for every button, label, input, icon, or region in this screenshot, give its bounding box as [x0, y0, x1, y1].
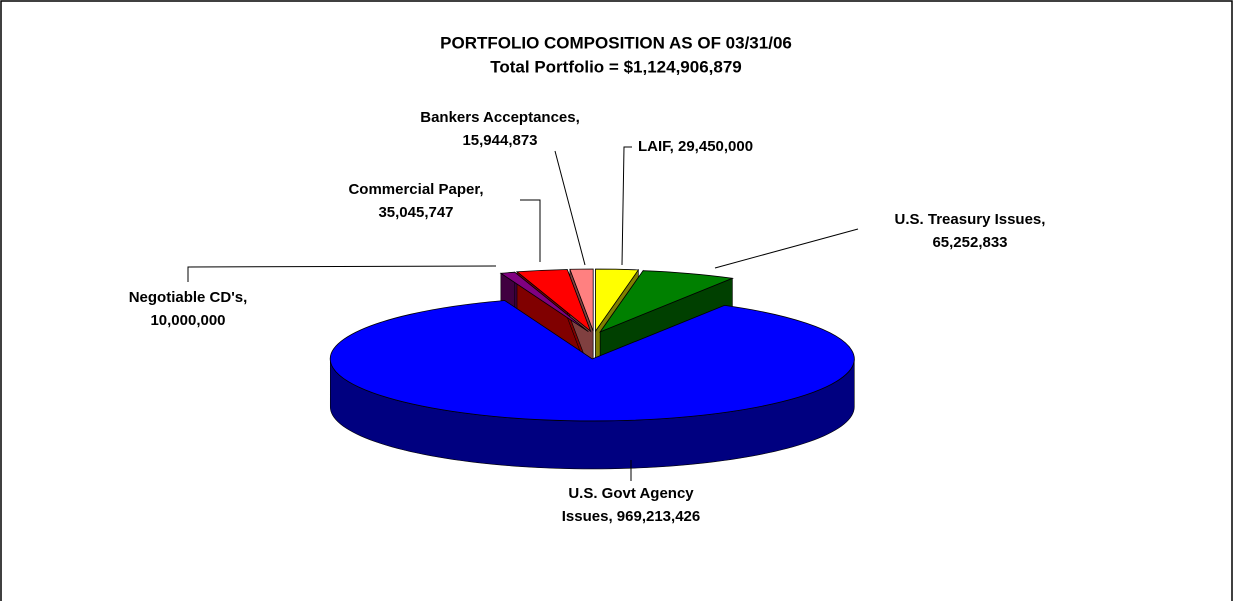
leader-line — [621, 146, 632, 266]
data-label: 15,944,873 — [462, 132, 537, 149]
data-label: LAIF, 29,450,000 — [638, 138, 753, 155]
leader-line — [554, 150, 586, 266]
pie-tops — [329, 268, 855, 422]
slice — [515, 269, 592, 333]
data-label: 35,045,747 — [378, 204, 453, 221]
data-label: Commercial Paper, — [348, 181, 483, 198]
data-label: 10,000,000 — [150, 312, 225, 329]
leader-line — [520, 199, 541, 262]
leader-line — [187, 265, 497, 282]
data-label: Issues, 969,213,426 — [562, 508, 700, 525]
slice — [499, 271, 589, 333]
leader-line — [714, 228, 859, 269]
slice — [569, 268, 594, 332]
data-label: Bankers Acceptances, — [420, 109, 580, 126]
chart-subtitle: Total Portfolio = $1,124,906,879 — [490, 57, 742, 76]
chart-title: PORTFOLIO COMPOSITION AS OF 03/31/06 — [440, 33, 792, 52]
slice — [595, 268, 640, 333]
slice — [329, 300, 855, 422]
data-label: U.S. Govt Agency — [568, 485, 694, 502]
slice — [599, 270, 734, 333]
data-label: U.S. Treasury Issues, — [895, 211, 1046, 228]
data-label: Negotiable CD's, — [129, 289, 248, 306]
data-label: 65,252,833 — [932, 234, 1007, 251]
